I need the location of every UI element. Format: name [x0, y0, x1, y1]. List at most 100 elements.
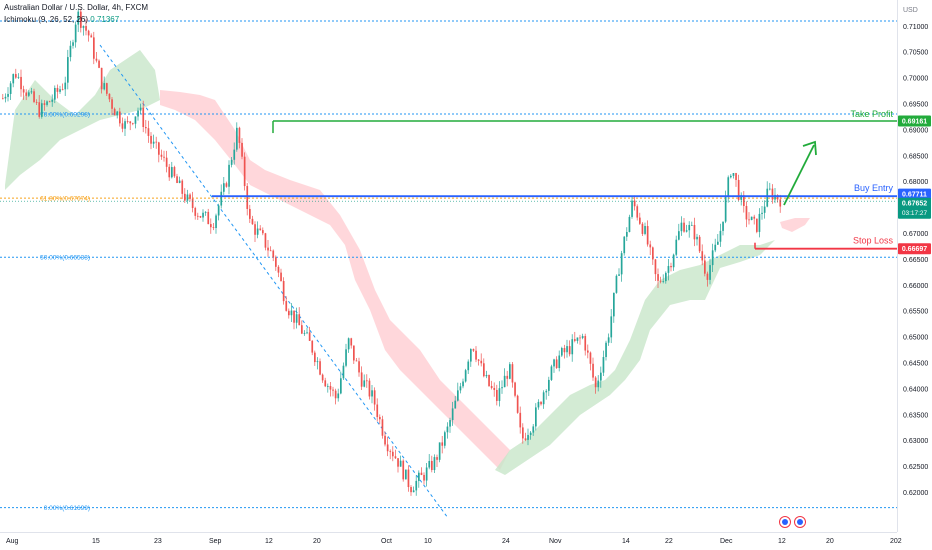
y-tick-label: 0.68500 — [903, 153, 928, 160]
candle-body — [563, 348, 566, 353]
x-tick-label: 10 — [424, 538, 432, 545]
candle-body — [436, 457, 438, 460]
candle-body — [2, 98, 4, 100]
candle-body — [550, 366, 553, 380]
candle-body — [358, 361, 360, 373]
candle-body — [394, 456, 397, 459]
candle-body — [672, 254, 675, 268]
candle-body — [316, 361, 319, 363]
candle-body — [280, 272, 282, 282]
candle-body — [444, 432, 446, 446]
candle-body — [314, 352, 316, 363]
candle-body — [407, 469, 410, 488]
candle-body — [532, 426, 535, 433]
symbol-title: Australian Dollar / U.S. Dollar, 4h, FXC… — [4, 3, 149, 12]
currency-label: USD — [903, 7, 918, 14]
candle-body — [693, 224, 696, 240]
candle-body — [766, 188, 769, 207]
y-tick-label: 0.64500 — [903, 361, 928, 368]
candle-body — [33, 91, 35, 102]
candle-body — [470, 349, 472, 362]
candle-body — [459, 386, 462, 391]
stop-loss-price-tag: 0.66697 — [898, 243, 931, 255]
candle-body — [197, 215, 199, 217]
candle-body — [363, 380, 366, 387]
candle-body — [626, 231, 628, 237]
candle-body — [519, 412, 522, 428]
candle-body — [350, 338, 353, 346]
candle-body — [311, 340, 314, 353]
economic-events — [779, 516, 806, 528]
candle-body — [719, 230, 722, 242]
candle-body — [423, 474, 425, 481]
candles — [2, 8, 782, 496]
candle-body — [701, 251, 704, 261]
candle-body — [724, 195, 727, 222]
candle-body — [345, 349, 347, 366]
candle-body — [41, 103, 43, 117]
candle-body — [132, 123, 134, 125]
candle-body — [579, 337, 581, 339]
candle-body — [506, 375, 509, 379]
candle-body — [477, 359, 480, 361]
candle-body — [584, 336, 587, 351]
candle-body — [571, 339, 574, 355]
x-tick-label: 22 — [665, 538, 673, 545]
candle-body — [15, 74, 17, 78]
x-tick-label: Oct — [381, 538, 392, 545]
x-tick-label: Nov — [549, 538, 562, 545]
candle-body — [145, 127, 147, 129]
candle-body — [282, 281, 285, 302]
candle-body — [38, 102, 41, 117]
candle-body — [324, 380, 327, 387]
fib-trend-line — [99, 44, 449, 519]
candle-body — [706, 273, 709, 280]
candle-body — [683, 222, 685, 232]
candle-body — [472, 349, 475, 351]
candle-body — [597, 380, 600, 388]
fib-level-label: 0.00%(0.61699) — [44, 505, 90, 512]
candle-body — [771, 188, 774, 200]
candle-body — [620, 253, 623, 275]
candle-body — [774, 194, 776, 200]
x-tick-label: 24 — [502, 538, 510, 545]
candle-body — [329, 385, 332, 390]
candle-body — [418, 472, 420, 481]
candle-body — [129, 121, 132, 124]
price-tag-text: 0.66697 — [902, 246, 927, 253]
candle-body — [254, 224, 256, 235]
candle-body — [410, 487, 412, 493]
candle-body — [438, 442, 441, 460]
candle-body — [90, 35, 93, 38]
candle-body — [779, 199, 782, 207]
candle-body — [696, 236, 698, 240]
candle-body — [665, 272, 667, 282]
candle-body — [685, 230, 688, 232]
y-tick-label: 0.65500 — [903, 309, 928, 316]
candle-body — [20, 76, 22, 90]
candle-body — [628, 216, 631, 232]
projection-arrow — [783, 144, 815, 206]
candle-body — [431, 460, 433, 471]
candle-body — [150, 135, 152, 144]
candle-body — [264, 233, 267, 248]
candle-body — [134, 116, 137, 124]
x-tick-label: Aug — [6, 538, 19, 545]
candle-body — [303, 332, 306, 334]
stop-loss-label: Stop Loss — [853, 236, 894, 246]
candle-body — [636, 206, 639, 218]
buy-entry-price-tag: 0.67711 — [898, 188, 931, 200]
candle-body — [158, 142, 160, 155]
candle-body — [126, 121, 129, 123]
candle-body — [236, 127, 238, 150]
candle-body — [527, 434, 529, 440]
candle-body — [376, 404, 379, 418]
candle-body — [64, 82, 67, 90]
candle-body — [332, 389, 334, 391]
candle-body — [342, 365, 345, 379]
candle-body — [639, 217, 641, 224]
candle-body — [498, 388, 501, 401]
candle-body — [275, 257, 277, 267]
candle-body — [428, 460, 431, 468]
